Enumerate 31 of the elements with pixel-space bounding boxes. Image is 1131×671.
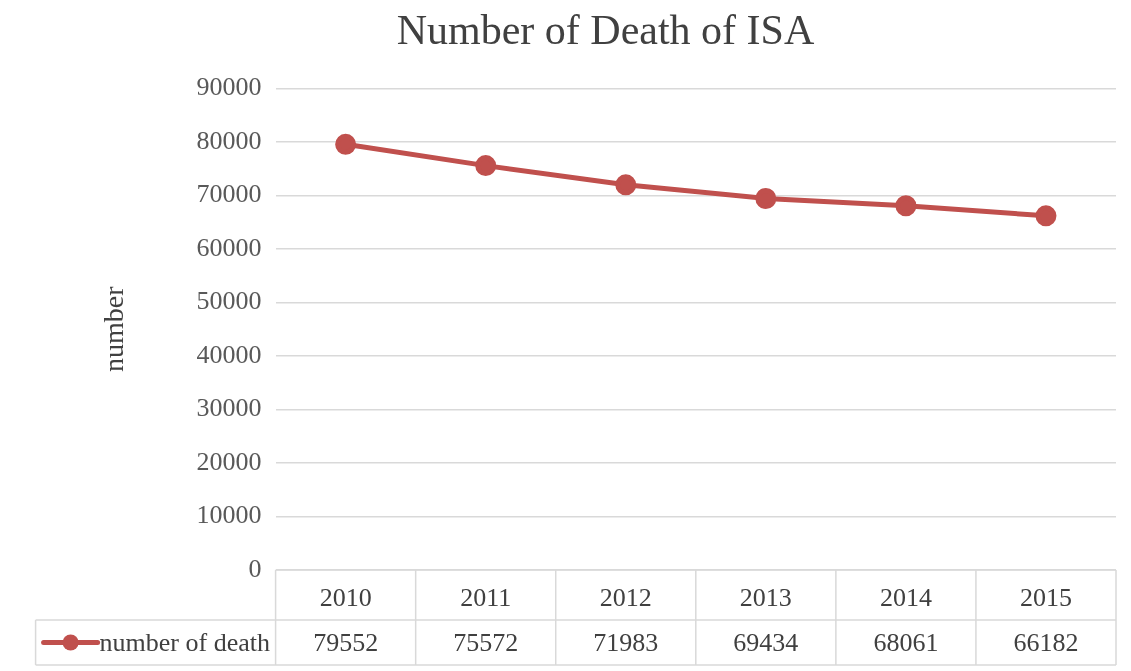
y-tick-label: 10000	[196, 500, 262, 530]
point	[895, 195, 917, 217]
y-axis-title: number	[98, 285, 130, 372]
x-tick-label: 2013	[739, 582, 792, 612]
chart-title: Number of Death of ISA	[396, 7, 815, 54]
data-label: 71983	[593, 628, 659, 658]
y-tick-label: 80000	[196, 125, 262, 155]
y-tick-label: 50000	[196, 286, 262, 316]
y-tick-label: 90000	[196, 72, 262, 102]
point	[475, 155, 497, 177]
point	[1035, 205, 1057, 227]
y-tick-label: 60000	[196, 232, 262, 262]
y-tick-label: 30000	[196, 393, 262, 423]
y-tick-label: 70000	[196, 179, 262, 209]
data-label: 75572	[453, 628, 519, 658]
data-label: 79552	[313, 628, 379, 658]
y-tick-label: 20000	[196, 446, 262, 476]
point	[335, 133, 357, 155]
data-label: 66182	[1013, 628, 1079, 658]
data-label: 69434	[733, 628, 799, 658]
x-tick-label: 2011	[460, 582, 512, 612]
x-tick-label: 2010	[319, 582, 372, 612]
point	[755, 187, 777, 209]
x-tick-label: 2014	[879, 582, 932, 612]
data-label: 68061	[873, 628, 939, 658]
y-tick-label: 0	[248, 553, 262, 583]
x-tick-label: 2015	[1019, 582, 1072, 612]
legend-label: number of death	[99, 628, 270, 658]
y-tick-label: 40000	[196, 339, 262, 369]
x-tick-label: 2012	[599, 582, 652, 612]
point	[615, 174, 637, 196]
